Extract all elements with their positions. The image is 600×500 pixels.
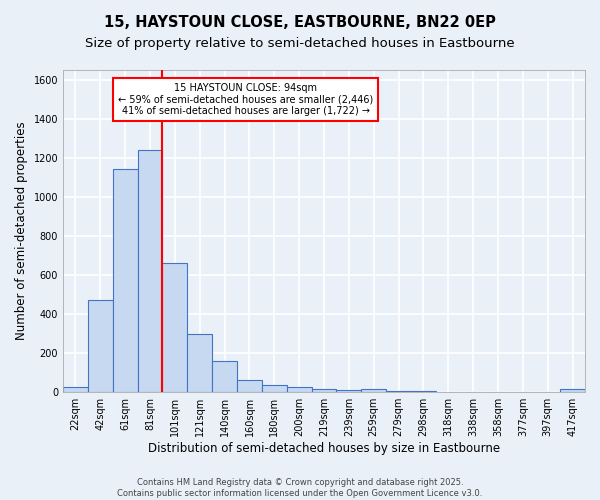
Text: 15, HAYSTOUN CLOSE, EASTBOURNE, BN22 0EP: 15, HAYSTOUN CLOSE, EASTBOURNE, BN22 0EP [104, 15, 496, 30]
Bar [137, 150, 163, 392]
Bar [386, 391, 411, 392]
Bar [337, 390, 361, 392]
Bar [187, 334, 212, 392]
X-axis label: Distribution of semi-detached houses by size in Eastbourne: Distribution of semi-detached houses by … [148, 442, 500, 455]
Bar [113, 168, 137, 392]
Y-axis label: Number of semi-detached properties: Number of semi-detached properties [15, 122, 28, 340]
Bar [237, 380, 262, 392]
Bar [311, 388, 337, 392]
Bar [411, 391, 436, 392]
Text: 15 HAYSTOUN CLOSE: 94sqm
← 59% of semi-detached houses are smaller (2,446)
41% o: 15 HAYSTOUN CLOSE: 94sqm ← 59% of semi-d… [118, 83, 373, 116]
Bar [262, 386, 287, 392]
Bar [361, 390, 386, 392]
Bar [63, 388, 88, 392]
Bar [560, 390, 585, 392]
Bar [287, 386, 311, 392]
Text: Contains HM Land Registry data © Crown copyright and database right 2025.
Contai: Contains HM Land Registry data © Crown c… [118, 478, 482, 498]
Text: Size of property relative to semi-detached houses in Eastbourne: Size of property relative to semi-detach… [85, 38, 515, 51]
Bar [212, 362, 237, 392]
Bar [163, 264, 187, 392]
Bar [88, 300, 113, 392]
